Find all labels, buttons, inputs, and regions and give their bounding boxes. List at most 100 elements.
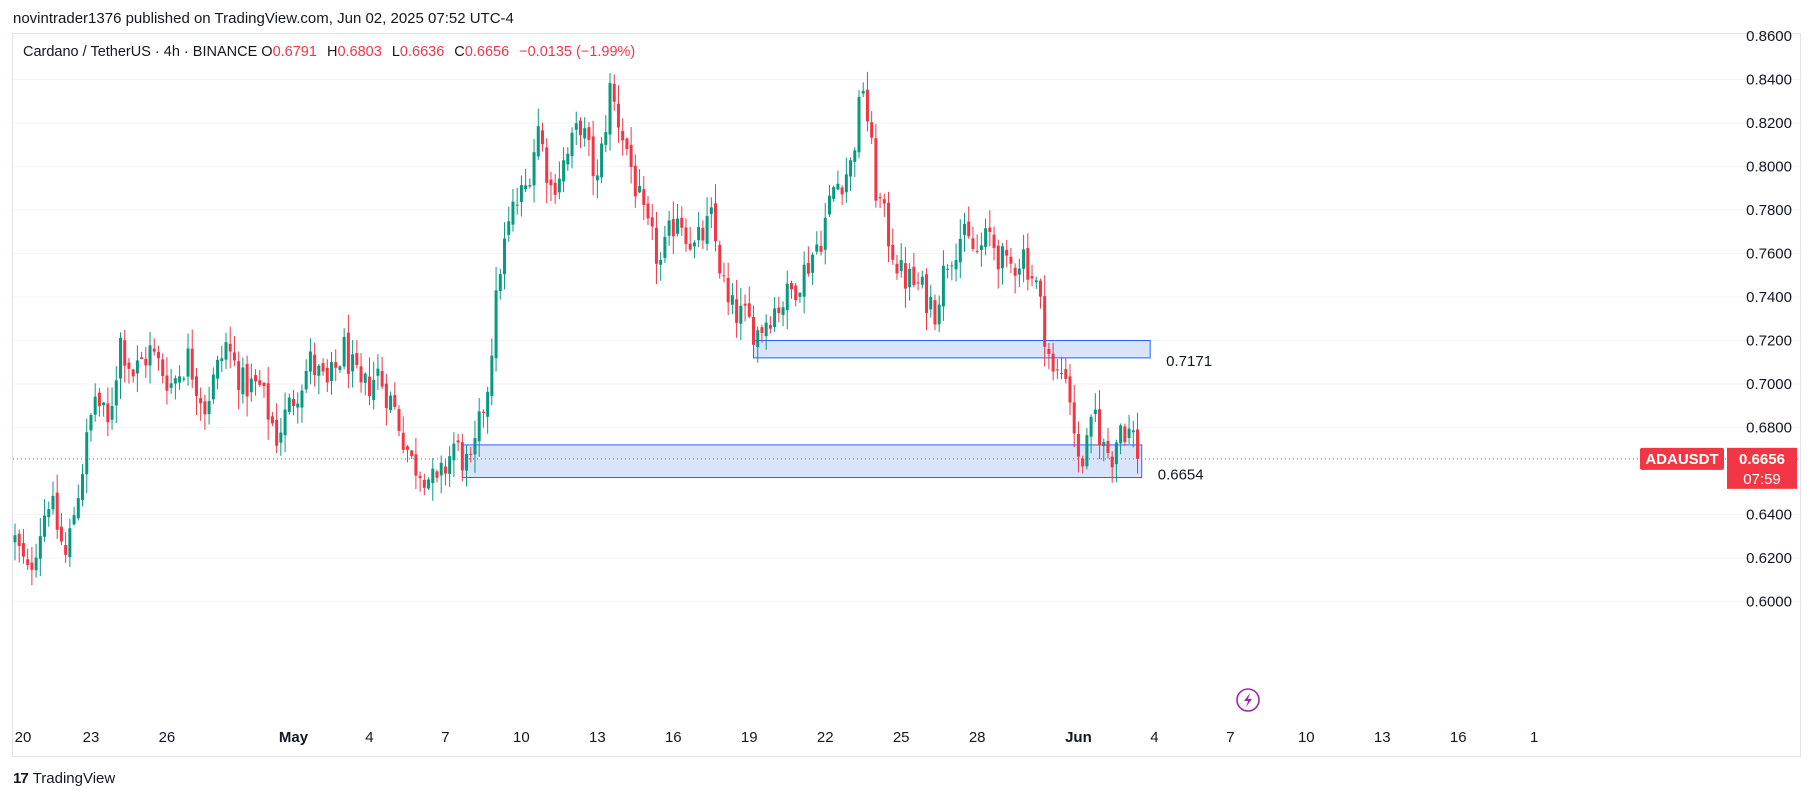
candle[interactable] bbox=[1038, 278, 1042, 309]
candle[interactable] bbox=[481, 409, 485, 428]
candle[interactable] bbox=[680, 206, 684, 237]
candle[interactable] bbox=[975, 234, 979, 254]
candle[interactable] bbox=[1051, 342, 1055, 381]
candle[interactable] bbox=[937, 295, 941, 333]
candle[interactable] bbox=[692, 240, 696, 258]
candle[interactable] bbox=[785, 270, 789, 330]
candle[interactable] bbox=[338, 365, 342, 374]
candle[interactable] bbox=[313, 342, 317, 387]
candle[interactable] bbox=[604, 115, 608, 153]
candle[interactable] bbox=[629, 127, 633, 184]
candle[interactable] bbox=[718, 240, 722, 279]
candle[interactable] bbox=[511, 188, 515, 232]
candle[interactable] bbox=[220, 345, 224, 373]
candle[interactable] bbox=[431, 458, 435, 501]
candle[interactable] bbox=[448, 446, 452, 488]
candle[interactable] bbox=[216, 355, 220, 390]
candle[interactable] bbox=[292, 389, 296, 416]
candle[interactable] bbox=[933, 294, 937, 331]
candle[interactable] bbox=[853, 147, 857, 177]
candle[interactable] bbox=[1081, 455, 1085, 474]
candle[interactable] bbox=[194, 368, 198, 415]
candle[interactable] bbox=[541, 122, 544, 152]
candle[interactable] bbox=[270, 412, 274, 427]
candle[interactable] bbox=[51, 481, 55, 515]
candle[interactable] bbox=[587, 122, 591, 157]
candle[interactable] bbox=[1114, 439, 1118, 483]
candle[interactable] bbox=[1043, 275, 1047, 367]
candle[interactable] bbox=[64, 532, 68, 563]
candle[interactable] bbox=[473, 420, 477, 473]
candle[interactable] bbox=[874, 123, 878, 208]
candle[interactable] bbox=[1102, 438, 1106, 462]
candle[interactable] bbox=[102, 401, 106, 417]
candle[interactable] bbox=[865, 71, 869, 132]
candle[interactable] bbox=[367, 357, 371, 406]
candle[interactable] bbox=[389, 391, 393, 414]
candle[interactable] bbox=[777, 296, 781, 323]
candle[interactable] bbox=[245, 355, 249, 417]
candle[interactable] bbox=[308, 338, 312, 385]
candle[interactable] bbox=[861, 82, 865, 98]
candle[interactable] bbox=[600, 137, 604, 184]
candle[interactable] bbox=[570, 127, 574, 169]
candle[interactable] bbox=[131, 368, 135, 383]
candle[interactable] bbox=[296, 392, 300, 424]
candle[interactable] bbox=[156, 345, 160, 371]
candle[interactable] bbox=[346, 314, 350, 389]
candle[interactable] bbox=[781, 301, 785, 327]
candle[interactable] bbox=[671, 201, 675, 254]
candle[interactable] bbox=[659, 252, 663, 281]
candle[interactable] bbox=[701, 220, 705, 250]
candle[interactable] bbox=[76, 484, 80, 521]
candle[interactable] bbox=[844, 157, 848, 203]
candle[interactable] bbox=[756, 326, 760, 363]
candle[interactable] bbox=[414, 437, 418, 490]
candle[interactable] bbox=[460, 433, 464, 482]
candle[interactable] bbox=[1110, 451, 1114, 483]
candle[interactable] bbox=[760, 324, 764, 343]
candle[interactable] bbox=[380, 356, 384, 390]
candle[interactable] bbox=[768, 316, 772, 334]
candle[interactable] bbox=[401, 416, 405, 454]
candle[interactable] bbox=[557, 161, 561, 200]
candle[interactable] bbox=[1089, 414, 1093, 454]
candle[interactable] bbox=[1005, 239, 1009, 268]
candle[interactable] bbox=[317, 363, 321, 394]
lightning-icon[interactable] bbox=[1236, 688, 1260, 712]
candle[interactable] bbox=[254, 369, 258, 396]
candle[interactable] bbox=[899, 243, 903, 278]
candle[interactable] bbox=[929, 284, 933, 318]
candle[interactable] bbox=[26, 548, 30, 570]
candle[interactable] bbox=[55, 474, 59, 539]
candle[interactable] bbox=[21, 528, 25, 564]
candle[interactable] bbox=[211, 367, 215, 405]
demand-zone-rect[interactable] bbox=[753, 340, 1151, 359]
candle[interactable] bbox=[275, 403, 279, 454]
candle[interactable] bbox=[355, 340, 359, 369]
candle[interactable] bbox=[1076, 421, 1080, 473]
candle[interactable] bbox=[773, 297, 777, 333]
candle[interactable] bbox=[747, 286, 751, 319]
candle[interactable] bbox=[827, 184, 831, 217]
candle[interactable] bbox=[397, 405, 401, 437]
candle[interactable] bbox=[722, 262, 726, 283]
candle[interactable] bbox=[1123, 423, 1127, 446]
candle[interactable] bbox=[376, 354, 380, 390]
candle[interactable] bbox=[730, 283, 734, 315]
candle[interactable] bbox=[515, 187, 519, 215]
candle[interactable] bbox=[144, 346, 148, 378]
demand-zone-rect[interactable] bbox=[461, 444, 1143, 479]
candle[interactable] bbox=[490, 338, 494, 406]
candle[interactable] bbox=[654, 212, 658, 285]
candle[interactable] bbox=[1068, 364, 1072, 415]
candle[interactable] bbox=[68, 518, 72, 567]
candle[interactable] bbox=[714, 184, 718, 252]
candle[interactable] bbox=[334, 349, 338, 381]
candle[interactable] bbox=[13, 523, 17, 561]
candle[interactable] bbox=[439, 455, 443, 494]
candle[interactable] bbox=[612, 74, 616, 111]
candle[interactable] bbox=[203, 394, 207, 430]
candle[interactable] bbox=[427, 477, 431, 491]
candle[interactable] bbox=[638, 169, 642, 194]
